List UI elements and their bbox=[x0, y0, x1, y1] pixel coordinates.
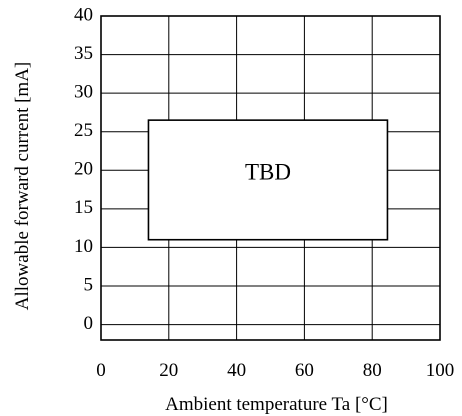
y-tick-label: 30 bbox=[74, 82, 93, 103]
tbd-label: TBD bbox=[245, 159, 291, 184]
tbd-box bbox=[147, 119, 389, 241]
x-tick-label: 0 bbox=[96, 360, 106, 381]
y-tick-label: 20 bbox=[74, 159, 93, 180]
y-tick-label: 40 bbox=[74, 4, 93, 25]
y-tick-label: 5 bbox=[84, 274, 94, 295]
x-tick-label: 80 bbox=[363, 360, 382, 381]
x-axis-title: Ambient temperature Ta [°C] bbox=[165, 394, 388, 415]
tbd-annotation: TBD bbox=[147, 119, 389, 241]
x-tick-label: 20 bbox=[159, 360, 178, 381]
y-tick-label: 0 bbox=[84, 313, 94, 334]
y-tick-label: 15 bbox=[74, 197, 93, 218]
y-tick-labels: 0 5 10 15 20 25 30 35 40 bbox=[74, 4, 93, 334]
x-tick-label: 40 bbox=[227, 360, 246, 381]
y-tick-label: 35 bbox=[74, 43, 93, 64]
x-tick-labels: 0 20 40 60 80 100 bbox=[96, 360, 454, 381]
x-tick-label: 60 bbox=[295, 360, 314, 381]
y-axis-title: Allowable forward current [mA] bbox=[12, 62, 33, 310]
y-tick-label: 25 bbox=[74, 120, 93, 141]
plot-frame bbox=[100, 15, 441, 341]
y-tick-label: 10 bbox=[74, 236, 93, 257]
x-tick-label: 100 bbox=[426, 360, 455, 381]
